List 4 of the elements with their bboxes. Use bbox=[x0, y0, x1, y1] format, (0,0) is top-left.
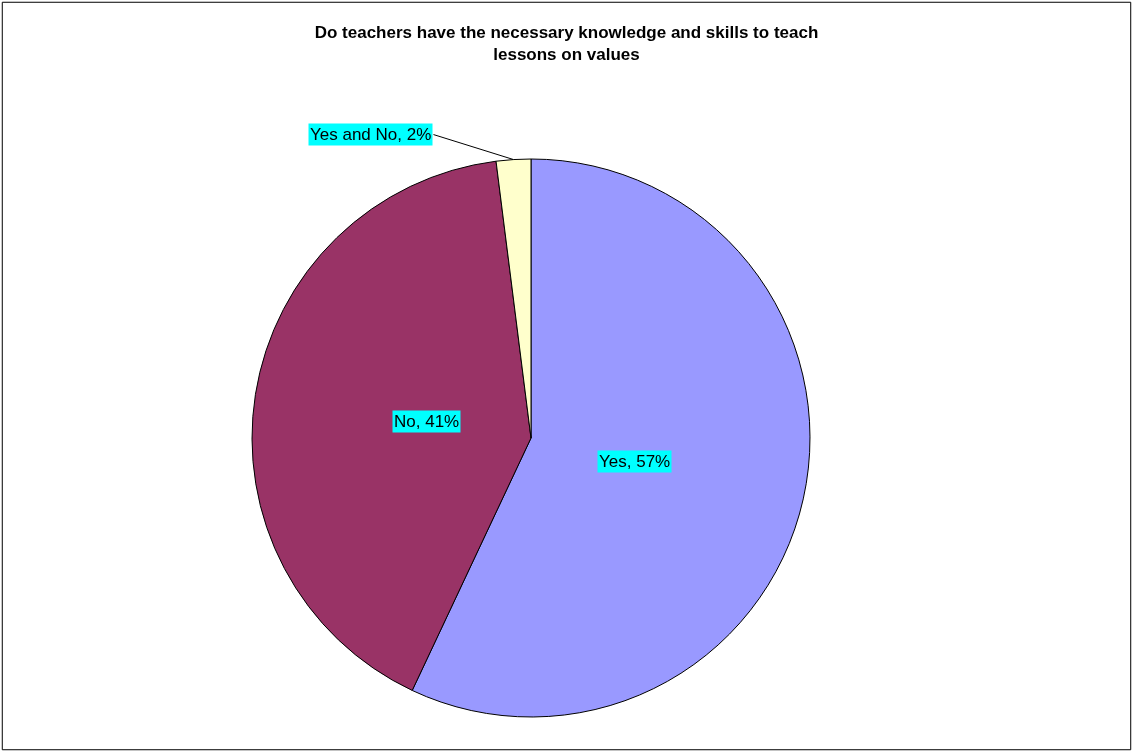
slice-label: Yes and No, 2% bbox=[310, 125, 432, 144]
chart-title: Do teachers have the necessary knowledge and skills to teach lessons on values bbox=[314, 23, 819, 65]
slice-label: No, 41% bbox=[394, 412, 460, 431]
slice-label: Yes, 57% bbox=[599, 452, 671, 471]
